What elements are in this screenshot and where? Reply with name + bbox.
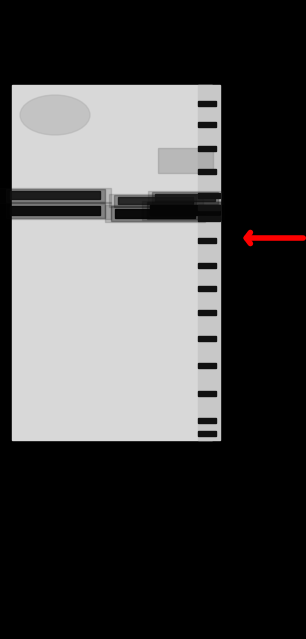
Bar [198, 193, 220, 198]
Bar [198, 286, 216, 291]
Bar [198, 391, 216, 396]
Bar [198, 205, 220, 210]
Bar [6, 203, 105, 218]
Ellipse shape [20, 95, 90, 135]
Bar [158, 148, 213, 173]
Bar [6, 189, 105, 202]
Bar [198, 263, 216, 268]
Bar [12, 85, 212, 440]
Bar [150, 205, 220, 215]
Bar [198, 169, 216, 174]
Bar [0, 202, 111, 219]
Bar [198, 418, 216, 423]
Bar [198, 431, 216, 436]
Bar [155, 194, 215, 201]
Bar [118, 197, 193, 204]
Bar [198, 238, 216, 243]
Bar [115, 209, 195, 218]
Bar [0, 188, 111, 203]
Bar [10, 206, 100, 215]
Bar [109, 194, 203, 207]
Bar [105, 205, 205, 222]
Bar [198, 122, 216, 127]
Bar [114, 195, 196, 206]
Bar [198, 146, 216, 151]
Bar [147, 202, 224, 219]
Bar [198, 216, 220, 221]
Bar [198, 85, 220, 440]
Bar [198, 101, 216, 106]
Bar [10, 191, 100, 199]
Bar [198, 336, 216, 341]
Bar [148, 191, 223, 204]
Bar [198, 310, 216, 315]
Bar [152, 192, 218, 204]
Bar [198, 363, 216, 368]
Bar [111, 206, 199, 221]
Bar [142, 201, 230, 220]
